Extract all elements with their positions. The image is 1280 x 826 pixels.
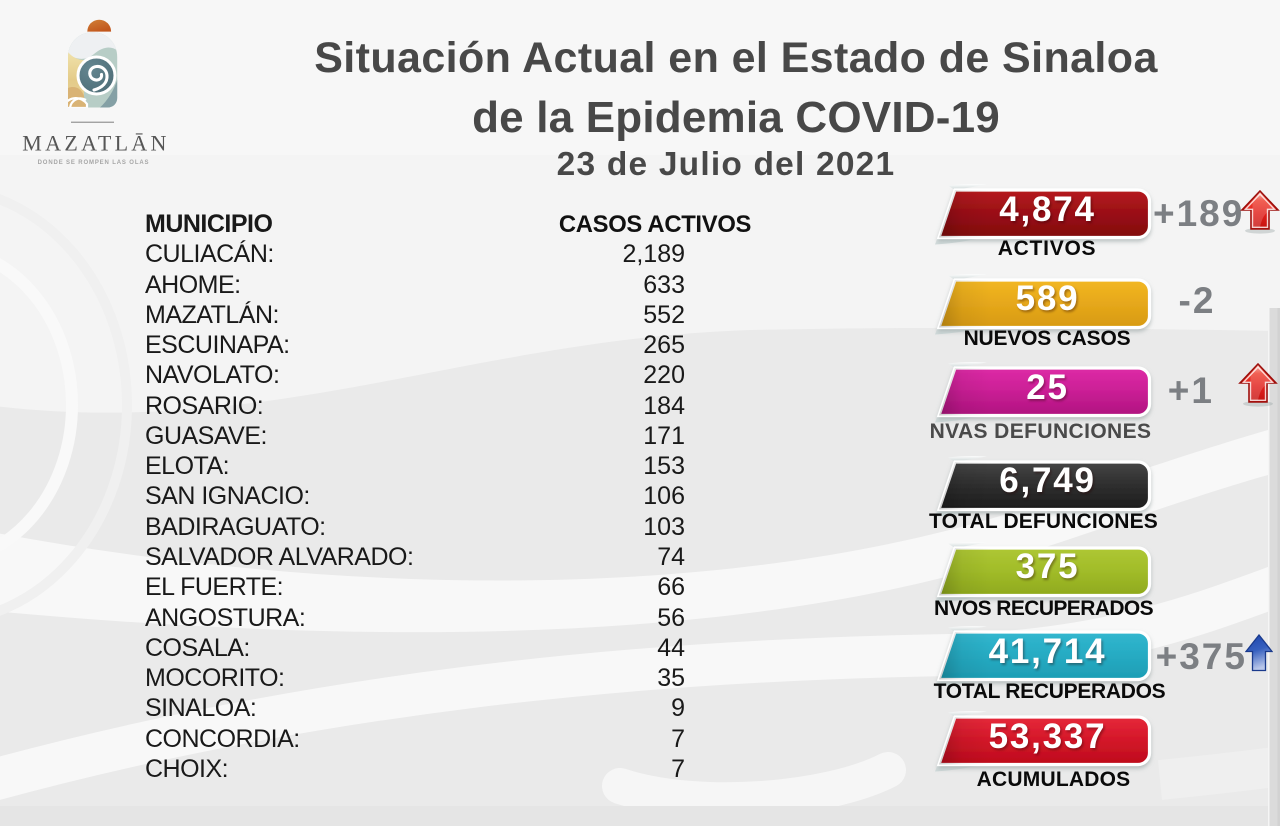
svg-text:MAZATLĀN: MAZATLĀN — [22, 131, 169, 156]
svg-text:DONDE SE ROMPEN LAS OLAS: DONDE SE ROMPEN LAS OLAS — [38, 160, 150, 166]
